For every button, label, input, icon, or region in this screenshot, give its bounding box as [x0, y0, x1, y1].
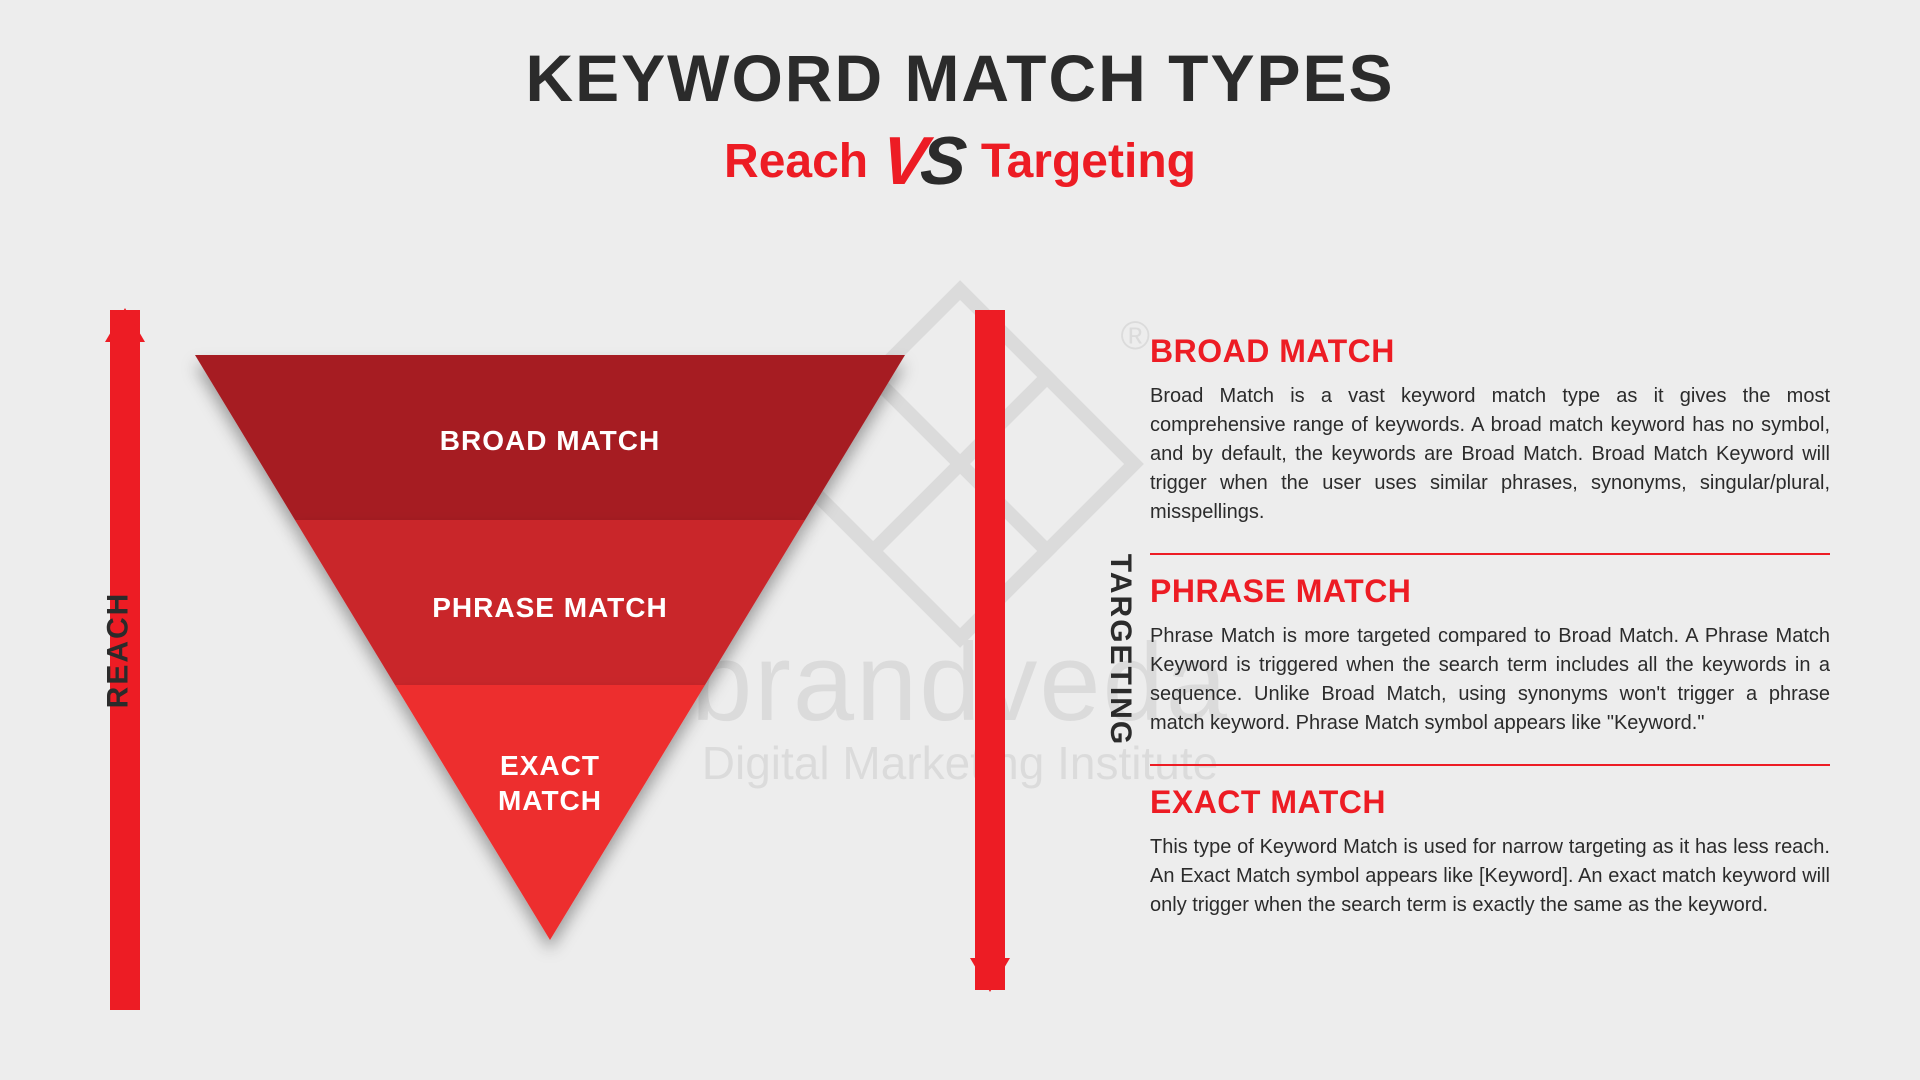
- subtitle-targeting: Targeting: [981, 134, 1196, 189]
- funnel-chart: BROAD MATCH PHRASE MATCH EXACT MATCH: [195, 355, 905, 945]
- vs-s: S: [919, 134, 969, 188]
- desc-exact-body: This type of Keyword Match is used for n…: [1150, 833, 1830, 920]
- targeting-arrow-down-icon: [975, 310, 1005, 990]
- subtitle: Reach V S Targeting: [0, 134, 1920, 189]
- desc-broad-heading: BROAD MATCH: [1150, 333, 1830, 370]
- vs-icon: V S: [882, 134, 967, 188]
- funnel-label-broad: BROAD MATCH: [440, 425, 660, 456]
- desc-broad: BROAD MATCH Broad Match is a vast keywor…: [1150, 315, 1830, 553]
- header: KEYWORD MATCH TYPES Reach V S Targeting: [0, 0, 1920, 189]
- funnel-label-phrase: PHRASE MATCH: [432, 592, 667, 623]
- diagram-stage: REACH TARGETING BROAD MATCH PHRASE MATCH…: [0, 260, 1920, 1040]
- funnel-label-exact-1: EXACT: [500, 750, 600, 781]
- desc-exact: EXACT MATCH This type of Keyword Match i…: [1150, 764, 1830, 946]
- desc-broad-body: Broad Match is a vast keyword match type…: [1150, 382, 1830, 527]
- targeting-axis-label: TARGETING: [1103, 554, 1137, 746]
- funnel-label-exact-2: MATCH: [498, 785, 602, 816]
- desc-exact-heading: EXACT MATCH: [1150, 784, 1830, 821]
- desc-phrase-body: Phrase Match is more targeted compared t…: [1150, 622, 1830, 738]
- reach-axis-label: REACH: [101, 592, 135, 709]
- descriptions: BROAD MATCH Broad Match is a vast keywor…: [1150, 315, 1830, 1040]
- desc-phrase: PHRASE MATCH Phrase Match is more target…: [1150, 553, 1830, 764]
- page-title: KEYWORD MATCH TYPES: [0, 40, 1920, 116]
- desc-phrase-heading: PHRASE MATCH: [1150, 573, 1830, 610]
- subtitle-reach: Reach: [724, 134, 868, 189]
